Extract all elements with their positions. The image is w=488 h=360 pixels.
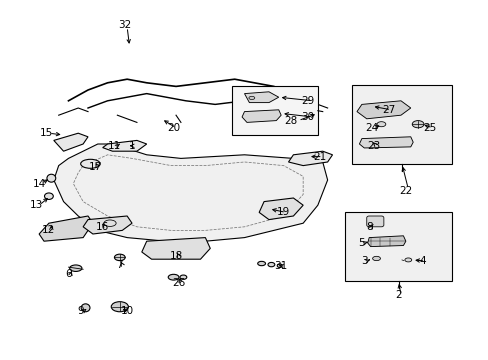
Text: 18: 18 <box>169 251 183 261</box>
Text: 26: 26 <box>171 278 185 288</box>
Polygon shape <box>356 101 410 119</box>
Text: 23: 23 <box>366 141 380 151</box>
Text: 29: 29 <box>301 96 314 106</box>
Bar <box>351 85 451 164</box>
Text: 22: 22 <box>398 186 412 196</box>
Text: 3: 3 <box>360 256 367 266</box>
Ellipse shape <box>277 264 282 267</box>
Ellipse shape <box>411 121 423 128</box>
Text: 27: 27 <box>381 105 395 115</box>
Polygon shape <box>83 216 132 234</box>
Text: 16: 16 <box>96 222 109 232</box>
Polygon shape <box>259 198 303 220</box>
Polygon shape <box>244 92 278 103</box>
Text: 4: 4 <box>419 256 426 266</box>
Text: 1: 1 <box>128 141 135 151</box>
Text: 30: 30 <box>301 112 314 122</box>
Text: 5: 5 <box>358 238 365 248</box>
Ellipse shape <box>180 275 186 279</box>
Polygon shape <box>142 238 210 259</box>
Text: 7: 7 <box>116 260 123 270</box>
Ellipse shape <box>111 302 128 312</box>
Text: 32: 32 <box>118 20 131 30</box>
Polygon shape <box>288 151 332 166</box>
Bar <box>344 212 451 281</box>
Text: 8: 8 <box>365 222 372 232</box>
Text: 12: 12 <box>42 225 56 235</box>
Polygon shape <box>367 236 405 247</box>
Text: 20: 20 <box>167 123 180 133</box>
Ellipse shape <box>404 258 411 262</box>
Ellipse shape <box>44 193 53 199</box>
Ellipse shape <box>168 274 179 280</box>
Ellipse shape <box>114 254 125 261</box>
Polygon shape <box>54 133 88 151</box>
Text: 6: 6 <box>65 269 72 279</box>
Text: 28: 28 <box>284 116 297 126</box>
Text: 24: 24 <box>364 123 378 133</box>
Text: 11: 11 <box>108 141 122 151</box>
Ellipse shape <box>69 265 81 271</box>
Text: 19: 19 <box>276 207 290 217</box>
Text: 10: 10 <box>121 306 133 316</box>
Ellipse shape <box>376 122 385 127</box>
Ellipse shape <box>372 256 380 261</box>
Text: 9: 9 <box>77 306 84 316</box>
Ellipse shape <box>81 304 90 312</box>
Text: 2: 2 <box>394 290 401 300</box>
Bar <box>232 86 317 135</box>
FancyBboxPatch shape <box>366 216 383 227</box>
Ellipse shape <box>81 159 100 168</box>
Text: 31: 31 <box>274 261 287 271</box>
Ellipse shape <box>47 174 56 182</box>
Text: 13: 13 <box>30 200 43 210</box>
Text: 17: 17 <box>88 162 102 172</box>
Polygon shape <box>39 216 93 241</box>
Polygon shape <box>359 137 412 148</box>
Polygon shape <box>102 140 146 151</box>
Ellipse shape <box>257 261 265 266</box>
Ellipse shape <box>248 96 254 100</box>
Text: 15: 15 <box>40 128 53 138</box>
Polygon shape <box>242 110 281 122</box>
Text: 14: 14 <box>32 179 46 189</box>
Polygon shape <box>54 144 327 241</box>
Text: 25: 25 <box>423 123 436 133</box>
Text: 21: 21 <box>313 152 326 162</box>
Ellipse shape <box>267 262 274 267</box>
